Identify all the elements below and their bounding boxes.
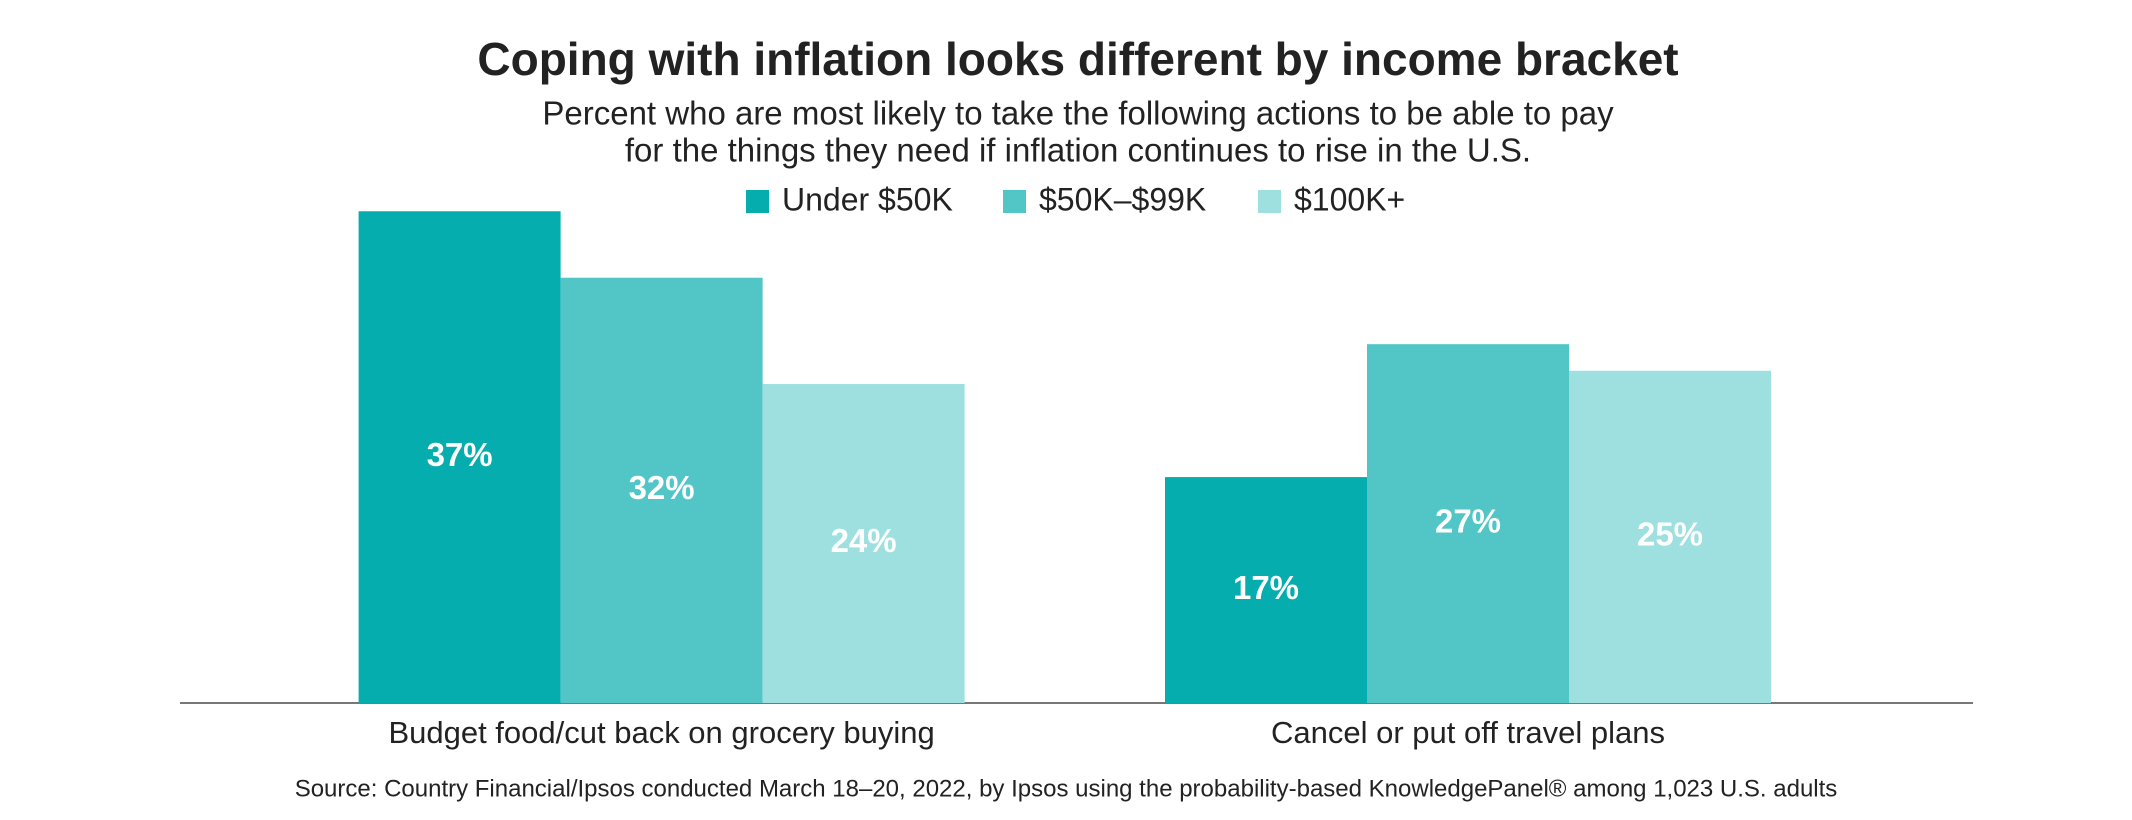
x-tick-label: Cancel or put off travel plans	[1271, 715, 1665, 750]
value-label: 17%	[1233, 569, 1299, 606]
value-label: 37%	[427, 436, 493, 473]
legend-label: Under $50K	[782, 181, 953, 217]
legend-label: $100K+	[1294, 181, 1405, 217]
value-label: 32%	[629, 469, 695, 506]
value-label: 24%	[831, 522, 897, 559]
legend-swatch	[746, 190, 769, 213]
source-note: Source: Country Financial/Ipsos conducte…	[295, 775, 1838, 802]
chart-subtitle: for the things they need if inflation co…	[625, 132, 1531, 169]
bar	[358, 211, 561, 703]
bar	[1367, 344, 1569, 703]
legend-label: $50K–$99K	[1039, 181, 1206, 217]
bar	[560, 277, 763, 703]
value-label: 27%	[1435, 502, 1501, 539]
chart-subtitle: Percent who are most likely to take the …	[542, 95, 1614, 132]
legend-swatch	[1258, 190, 1281, 213]
value-label: 25%	[1637, 516, 1703, 553]
bar	[762, 384, 965, 703]
legend-swatch	[1003, 190, 1026, 213]
bar	[1569, 370, 1771, 703]
x-tick-label: Budget food/cut back on grocery buying	[388, 715, 934, 750]
chart-title: Coping with inflation looks different by…	[477, 33, 1678, 85]
bar	[1165, 477, 1367, 703]
